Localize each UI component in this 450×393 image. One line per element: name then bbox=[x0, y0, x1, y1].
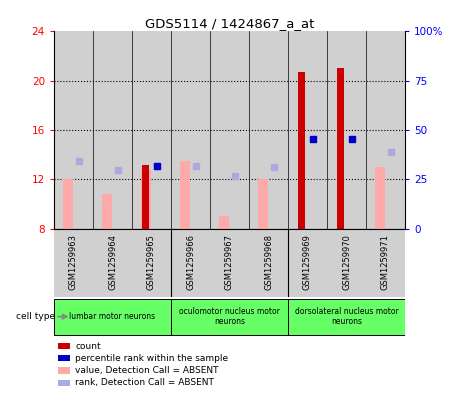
Bar bbox=[93, 31, 132, 229]
Text: oculomotor nucleus motor
neurons: oculomotor nucleus motor neurons bbox=[179, 307, 280, 326]
Text: GSM1259971: GSM1259971 bbox=[381, 234, 390, 290]
Bar bbox=[132, 31, 171, 229]
Bar bbox=[141, 170, 150, 229]
Text: GSM1259969: GSM1259969 bbox=[303, 234, 312, 290]
Bar bbox=[171, 31, 210, 229]
Bar bbox=[58, 380, 70, 386]
Bar bbox=[327, 31, 366, 229]
Bar bbox=[288, 299, 405, 335]
Bar bbox=[171, 299, 288, 335]
Text: GSM1259968: GSM1259968 bbox=[264, 234, 273, 290]
Text: GSM1259967: GSM1259967 bbox=[225, 234, 234, 290]
Text: GSM1259963: GSM1259963 bbox=[69, 234, 78, 290]
Text: value, Detection Call = ABSENT: value, Detection Call = ABSENT bbox=[75, 366, 219, 375]
Text: rank, Detection Call = ABSENT: rank, Detection Call = ABSENT bbox=[75, 378, 214, 387]
Bar bbox=[58, 355, 70, 362]
Bar bbox=[337, 68, 344, 229]
Bar bbox=[54, 299, 171, 335]
Bar bbox=[63, 180, 72, 229]
Text: GSM1259965: GSM1259965 bbox=[147, 234, 156, 290]
Text: lumbar motor neurons: lumbar motor neurons bbox=[69, 312, 156, 321]
Bar bbox=[180, 161, 189, 229]
Text: count: count bbox=[75, 342, 101, 351]
Text: dorsolateral nucleus motor
neurons: dorsolateral nucleus motor neurons bbox=[295, 307, 398, 326]
Text: GSM1259964: GSM1259964 bbox=[108, 234, 117, 290]
Bar bbox=[366, 31, 405, 229]
Title: GDS5114 / 1424867_a_at: GDS5114 / 1424867_a_at bbox=[145, 17, 314, 30]
Bar bbox=[58, 343, 70, 349]
Bar bbox=[102, 194, 112, 229]
Bar bbox=[258, 180, 267, 229]
Bar bbox=[58, 367, 70, 374]
Bar bbox=[375, 167, 384, 229]
Text: GSM1259970: GSM1259970 bbox=[342, 234, 351, 290]
Text: cell type: cell type bbox=[16, 312, 55, 321]
Bar bbox=[142, 165, 149, 229]
Text: percentile rank within the sample: percentile rank within the sample bbox=[75, 354, 228, 363]
Bar bbox=[54, 31, 93, 229]
Bar bbox=[210, 31, 249, 229]
Bar bbox=[288, 31, 327, 229]
Text: GSM1259966: GSM1259966 bbox=[186, 234, 195, 290]
Bar bbox=[298, 72, 305, 229]
Bar bbox=[249, 31, 288, 229]
Bar bbox=[219, 217, 229, 229]
